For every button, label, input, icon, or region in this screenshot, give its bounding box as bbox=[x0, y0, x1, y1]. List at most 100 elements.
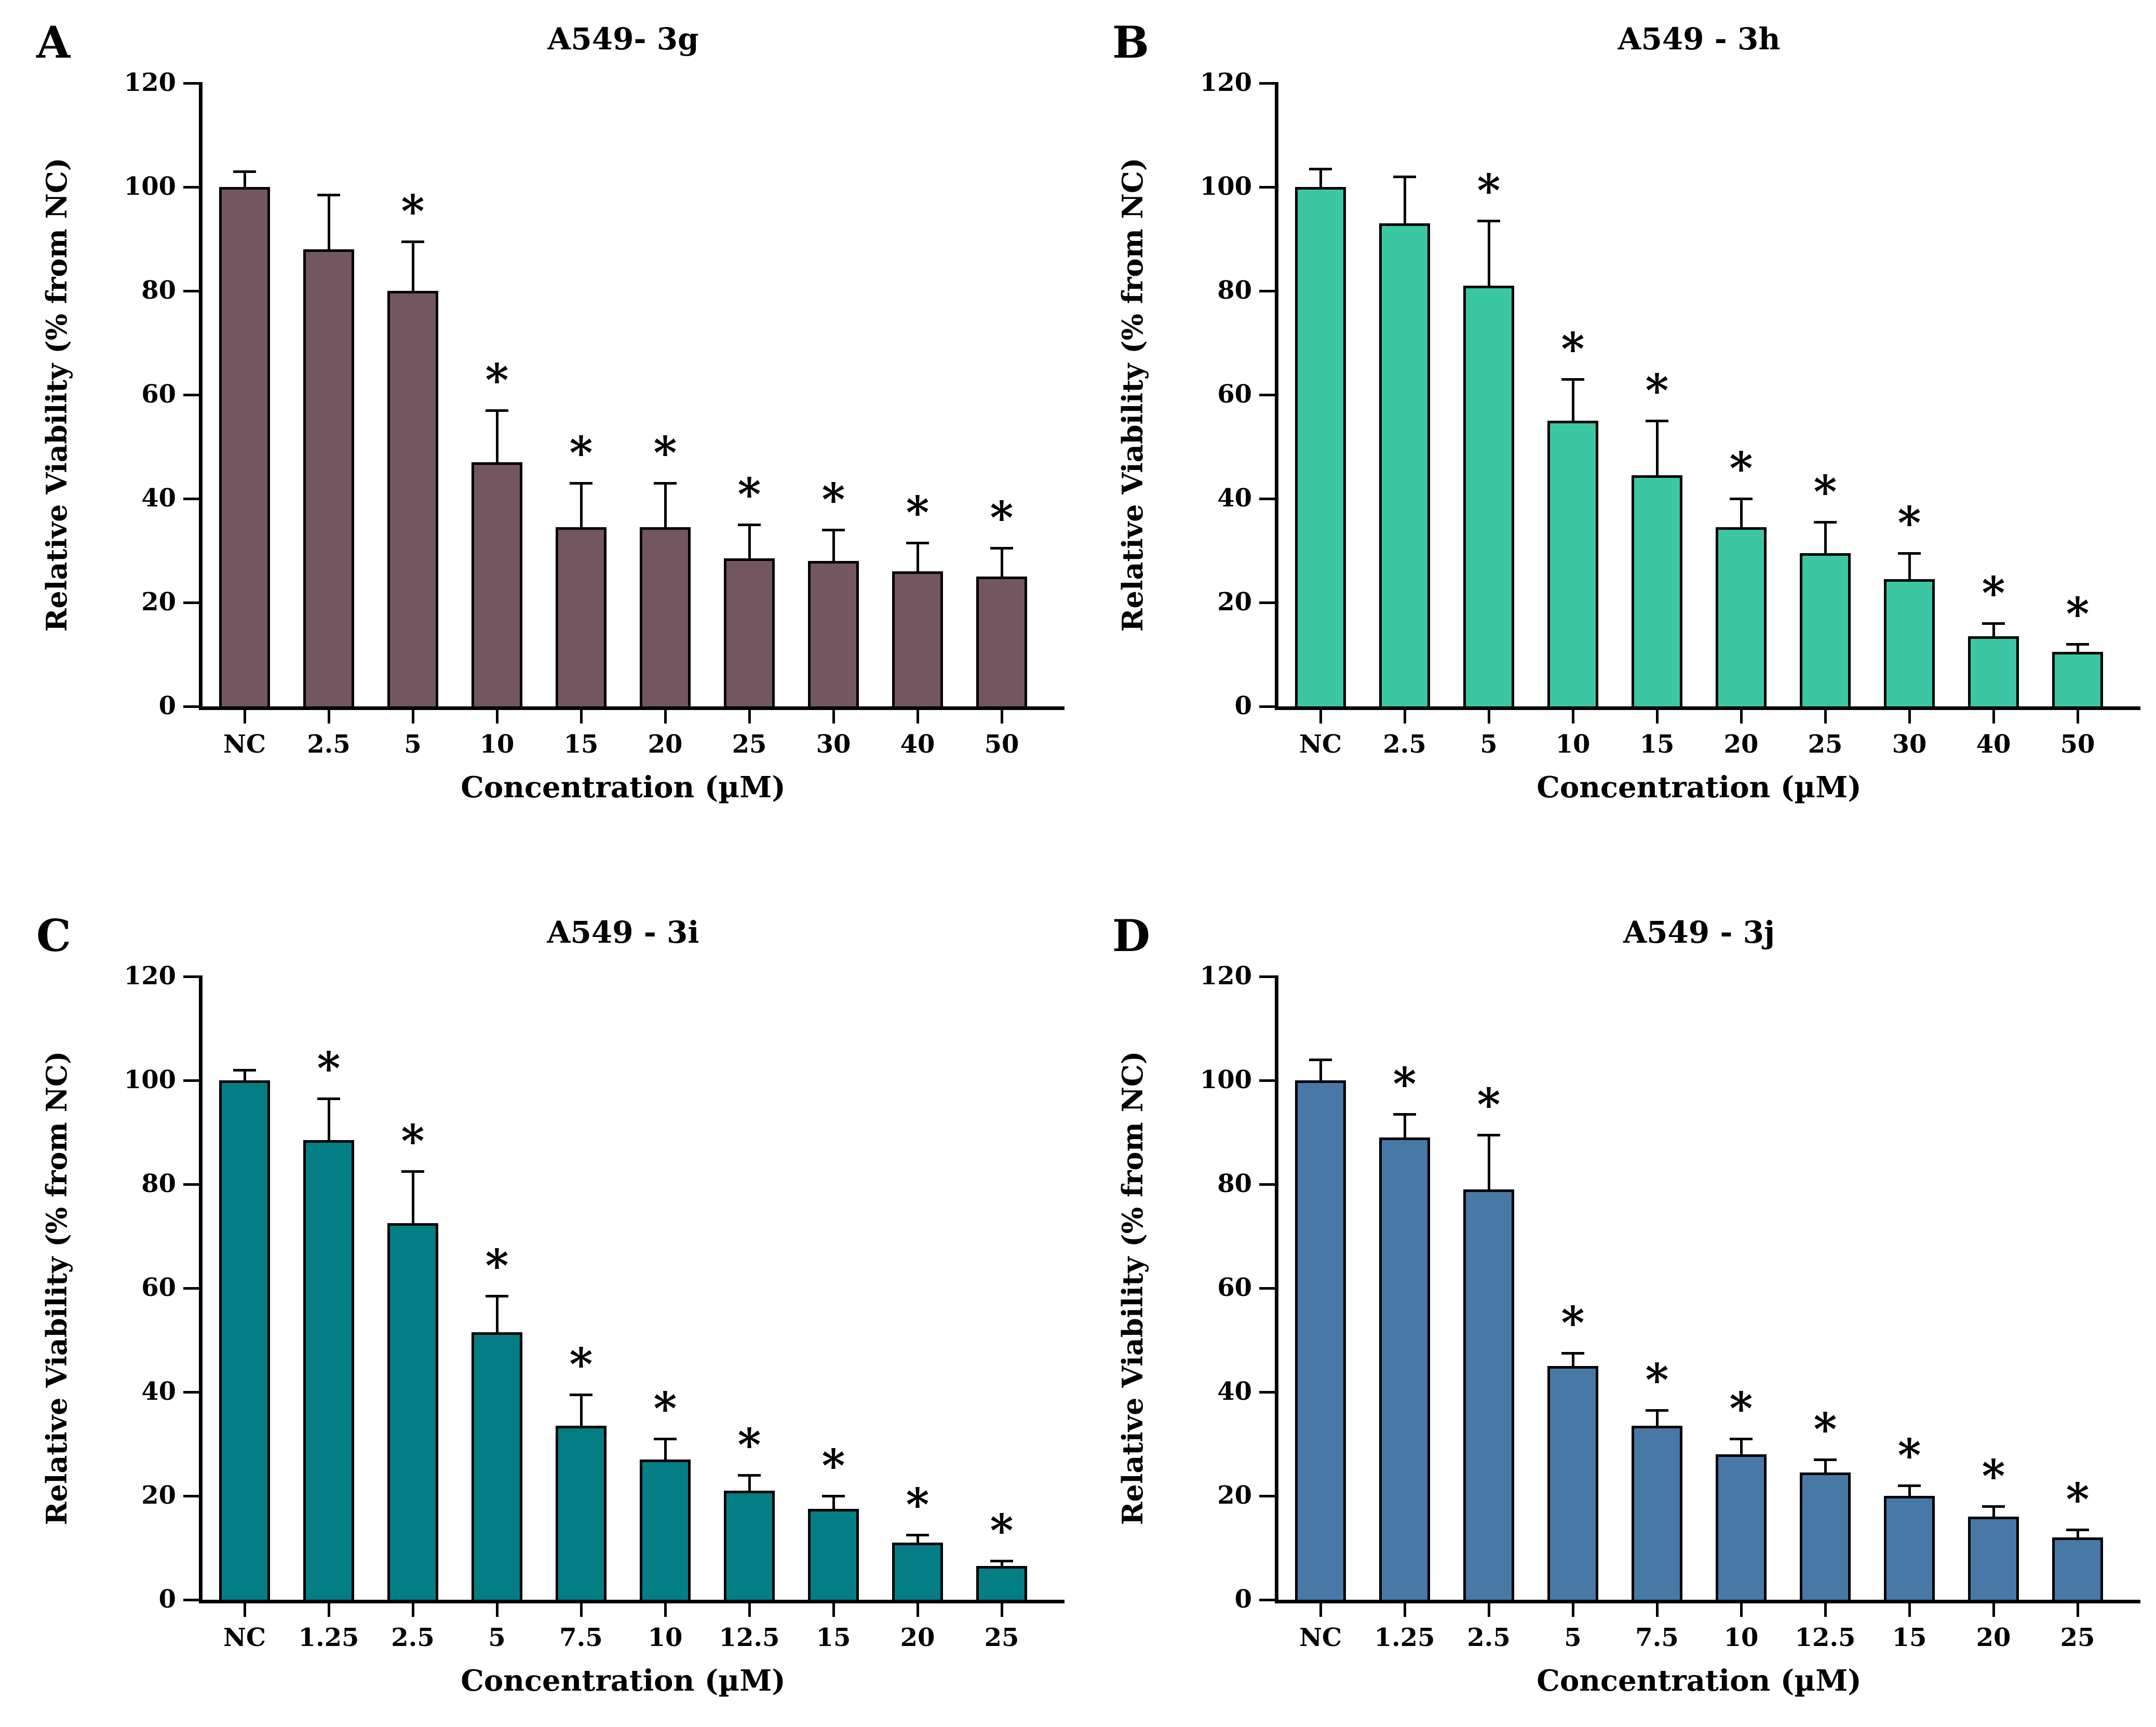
y-tick-label: 80 bbox=[141, 276, 176, 305]
x-tick-label: 15 bbox=[816, 1623, 851, 1652]
x-tick bbox=[1824, 710, 1827, 724]
x-tick-label: 20 bbox=[648, 730, 683, 759]
x-tick-label: 2.5 bbox=[1467, 1623, 1511, 1652]
x-tick-label: 5 bbox=[1480, 730, 1498, 759]
y-tick-label: 20 bbox=[1217, 1481, 1252, 1510]
error-bar bbox=[1908, 553, 1911, 580]
x-tick-label: 1.25 bbox=[298, 1623, 359, 1652]
significance-asterisk: * bbox=[1982, 1450, 2005, 1503]
x-tick bbox=[1824, 1603, 1827, 1617]
x-tick-label: 10 bbox=[1723, 1623, 1759, 1652]
error-bar bbox=[1655, 1410, 1659, 1427]
x-axis-line bbox=[199, 706, 1064, 710]
error-bar bbox=[1319, 1060, 1322, 1081]
chart-panel-d: D A549 - 3j Relative Viability (% from NC)… bbox=[1097, 899, 2146, 1727]
x-tick-label: 20 bbox=[1723, 730, 1759, 759]
y-tick bbox=[1259, 393, 1275, 396]
significance-asterisk: * bbox=[1729, 1383, 1753, 1435]
significance-asterisk: * bbox=[1477, 1079, 1501, 1131]
y-tick bbox=[1259, 1079, 1275, 1082]
error-bar-cap bbox=[1646, 419, 1668, 422]
x-tick bbox=[411, 710, 414, 724]
bar bbox=[640, 1460, 691, 1600]
significance-asterisk: * bbox=[1729, 443, 1753, 495]
x-tick bbox=[1655, 1603, 1659, 1617]
x-tick-label: NC bbox=[1299, 730, 1342, 759]
significance-asterisk: * bbox=[2066, 588, 2090, 640]
error-bar-cap bbox=[1814, 1458, 1837, 1461]
y-tick-label: 60 bbox=[141, 380, 176, 409]
bar bbox=[1463, 286, 1514, 706]
y-tick-label: 80 bbox=[141, 1169, 176, 1198]
bar bbox=[471, 1332, 522, 1600]
x-tick bbox=[1487, 710, 1490, 724]
significance-asterisk: * bbox=[1645, 365, 1669, 417]
x-tick-label: 7.5 bbox=[559, 1623, 603, 1652]
error-bar-cap bbox=[1646, 1409, 1668, 1412]
error-bar-cap bbox=[1814, 520, 1837, 524]
y-tick-label: 40 bbox=[1217, 1377, 1252, 1406]
x-tick bbox=[916, 1603, 919, 1617]
error-bar-cap bbox=[233, 1068, 256, 1072]
bar bbox=[640, 527, 691, 706]
panel-letter: B bbox=[1112, 17, 1149, 68]
y-tick bbox=[1259, 601, 1275, 604]
bar bbox=[1547, 1366, 1598, 1600]
bar bbox=[808, 561, 859, 706]
y-tick bbox=[183, 185, 199, 189]
y-tick-label: 20 bbox=[141, 587, 176, 617]
y-tick-label: 0 bbox=[1234, 691, 1252, 720]
bar bbox=[1547, 421, 1598, 706]
error-bar bbox=[1824, 1460, 1827, 1474]
y-tick-label: 80 bbox=[1217, 1169, 1252, 1198]
x-tick bbox=[748, 1603, 751, 1617]
bar bbox=[1968, 636, 2019, 706]
x-tick-label: NC bbox=[223, 730, 266, 759]
significance-asterisk: * bbox=[401, 185, 425, 238]
significance-asterisk: * bbox=[1813, 1403, 1837, 1456]
x-tick bbox=[748, 710, 751, 724]
y-tick bbox=[1259, 1494, 1275, 1497]
error-bar bbox=[832, 1496, 835, 1510]
y-tick-label: 120 bbox=[1200, 961, 1252, 990]
error-bar-cap bbox=[570, 1393, 592, 1396]
y-tick bbox=[183, 289, 199, 292]
x-tick bbox=[1487, 1603, 1490, 1617]
error-bar-cap bbox=[2066, 1528, 2089, 1531]
chart-title: A549- 3g bbox=[547, 21, 699, 57]
error-bar bbox=[664, 483, 667, 528]
error-bar bbox=[495, 1296, 498, 1333]
x-tick-label: 40 bbox=[900, 730, 935, 759]
error-bar bbox=[1487, 221, 1490, 287]
error-bar-cap bbox=[317, 1097, 340, 1100]
bar bbox=[1884, 579, 1935, 706]
significance-asterisk: * bbox=[485, 354, 509, 407]
x-tick bbox=[580, 1603, 583, 1617]
error-bar-cap bbox=[1561, 1351, 1584, 1355]
bar bbox=[724, 1491, 775, 1600]
x-tick bbox=[1403, 1603, 1406, 1617]
error-bar bbox=[327, 1099, 330, 1141]
bar bbox=[1968, 1517, 2019, 1600]
x-tick-label: 50 bbox=[984, 730, 1019, 759]
error-bar-cap bbox=[486, 409, 508, 412]
error-bar-cap bbox=[654, 1437, 677, 1440]
y-tick bbox=[1259, 1183, 1275, 1186]
bar bbox=[1716, 527, 1767, 706]
x-axis-line bbox=[199, 1600, 1064, 1603]
x-tick-label: 20 bbox=[1976, 1623, 2011, 1652]
error-bar bbox=[748, 525, 751, 559]
error-bar-cap bbox=[1730, 1437, 1753, 1440]
bar bbox=[1379, 223, 1430, 706]
y-tick-label: 60 bbox=[141, 1273, 176, 1302]
bar bbox=[976, 1566, 1027, 1600]
y-tick bbox=[183, 497, 199, 500]
bar bbox=[471, 462, 522, 706]
y-tick bbox=[183, 705, 199, 708]
bar bbox=[1716, 1454, 1767, 1600]
y-tick bbox=[183, 393, 199, 396]
error-bar-cap bbox=[990, 1559, 1013, 1562]
x-tick-label: 5 bbox=[488, 1623, 506, 1652]
error-bar-cap bbox=[1393, 175, 1416, 178]
